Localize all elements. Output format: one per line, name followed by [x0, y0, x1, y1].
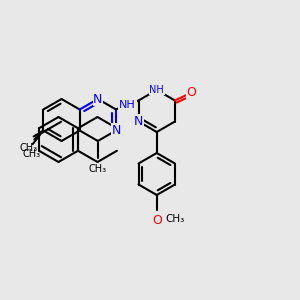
Text: CH₃: CH₃	[89, 164, 107, 173]
Text: CH₃: CH₃	[166, 214, 185, 224]
Text: N: N	[93, 92, 103, 106]
Text: CH₃: CH₃	[19, 142, 38, 152]
Text: NH: NH	[149, 85, 164, 95]
Text: O: O	[152, 214, 162, 227]
Text: NH: NH	[119, 100, 136, 110]
Text: N: N	[134, 115, 143, 128]
Text: N: N	[111, 124, 121, 137]
Text: O: O	[186, 86, 196, 100]
Text: CH₃: CH₃	[22, 148, 40, 158]
